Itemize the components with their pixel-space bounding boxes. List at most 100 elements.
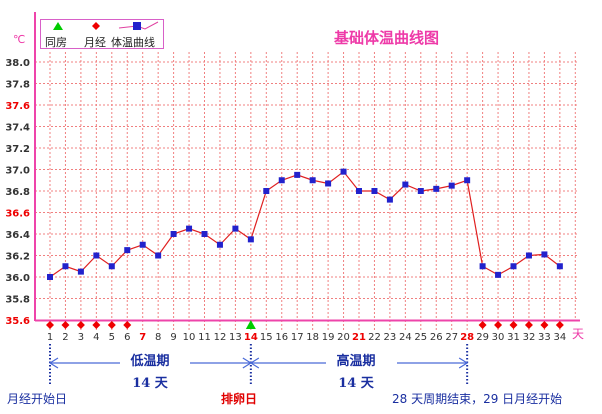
- temperature-point: [170, 231, 177, 237]
- temperature-point: [77, 268, 84, 275]
- x-tick-label: 27: [445, 332, 458, 343]
- red-diamond-icon: [107, 321, 116, 329]
- legend-temperature-curve: 体温曲线: [111, 36, 155, 49]
- low-phase-days: 14 天: [132, 376, 168, 391]
- arrowhead-right-icon: [458, 357, 469, 369]
- x-tick-label: 15: [260, 332, 273, 343]
- temperature-point: [247, 236, 254, 243]
- high-phase-label: 高温期: [336, 354, 376, 369]
- red-diamond-icon: [92, 321, 101, 329]
- red-diamond-icon: [524, 321, 533, 329]
- chart-title: 基础体温曲线图: [334, 29, 440, 47]
- legend-menstruation: 月经: [84, 36, 106, 49]
- y-tick-label: 36.0: [5, 273, 30, 284]
- temperature-line: [47, 168, 563, 280]
- temperature-point: [510, 263, 517, 270]
- temperature-point: [278, 177, 285, 184]
- y-tick-label: 36.4: [5, 230, 30, 241]
- temperature-point: [263, 188, 270, 194]
- cycle-end-note: 28 天周期结束，29 日月经开始: [392, 392, 563, 406]
- x-tick-label: 29: [476, 332, 489, 343]
- arrowhead-left-icon: [249, 357, 260, 369]
- temperature-point: [433, 185, 440, 192]
- x-tick-label: 7: [139, 332, 146, 343]
- x-tick-label: 8: [155, 332, 161, 343]
- y-tick-label: 37.0: [5, 166, 30, 177]
- red-diamond-icon: [123, 321, 132, 329]
- x-tick-label: 28: [460, 332, 474, 343]
- red-diamond-icon: [46, 321, 54, 329]
- x-tick-label: 11: [198, 332, 211, 343]
- temperature-point: [232, 225, 239, 232]
- y-tick-label: 37.2: [5, 144, 30, 155]
- temperature-point: [356, 188, 362, 194]
- x-tick-label: 5: [109, 332, 115, 343]
- temperature-point: [386, 196, 393, 203]
- temperature-point: [525, 252, 532, 259]
- temperature-point: [371, 188, 378, 194]
- x-tick-label: 4: [93, 332, 99, 343]
- y-tick-label: 36.8: [5, 187, 30, 198]
- x-axis-ticks: 1 2 3 4 5 6 7 8 9 10 11 12 13 14 15 16 17 18 19 20 21 22 23 24 2…: [47, 332, 566, 343]
- x-tick-label: 6: [124, 332, 130, 343]
- red-diamond-icon: [494, 321, 503, 329]
- temperature-point: [479, 263, 486, 270]
- x-tick-label: 2: [62, 332, 68, 343]
- green-triangle-icon: [53, 22, 63, 30]
- temperature-point: [541, 251, 548, 258]
- low-phase-label: 低温期: [130, 354, 170, 369]
- x-tick-label: 17: [291, 332, 304, 343]
- y-tick-label: 37.4: [5, 123, 30, 134]
- temperature-point: [325, 180, 332, 187]
- temperature-point: [556, 263, 563, 270]
- x-tick-label: 33: [538, 332, 551, 343]
- red-diamond-icon: [76, 321, 85, 329]
- x-tick-label: 3: [78, 332, 84, 343]
- temperature-point: [108, 263, 115, 270]
- x-tick-label: 10: [183, 332, 196, 343]
- temperature-point: [464, 177, 471, 184]
- temperature-point: [448, 182, 455, 189]
- legend-icons: [53, 21, 159, 30]
- x-tick-label: 12: [214, 332, 227, 343]
- green-triangle-icon: [245, 320, 256, 329]
- period-start-note: 月经开始日: [7, 392, 68, 406]
- x-tick-label: 24: [399, 332, 412, 343]
- temperature-point: [186, 225, 193, 232]
- x-tick-label: 9: [170, 332, 176, 343]
- arrowhead-left-icon: [48, 357, 59, 369]
- temperature-point: [402, 181, 409, 188]
- temperature-point: [139, 241, 146, 248]
- x-tick-label: 16: [275, 332, 288, 343]
- day-unit: 天: [572, 327, 585, 341]
- x-tick-label: 19: [322, 332, 335, 343]
- high-phase-days: 14 天: [338, 376, 374, 391]
- x-tick-label: 14: [244, 332, 258, 343]
- x-tick-label: 21: [352, 332, 366, 343]
- y-tick-label: 38.0: [5, 58, 30, 69]
- temperature-point: [216, 241, 223, 248]
- y-tick-label: 35.6: [5, 316, 30, 327]
- temperature-point: [62, 263, 69, 270]
- x-tick-label: 1: [47, 332, 53, 343]
- temperature-point: [294, 171, 301, 178]
- x-tick-label: 22: [368, 332, 381, 343]
- legend-intercourse: 同房: [45, 36, 67, 49]
- legend: 同房 月经 体温曲线: [40, 19, 164, 49]
- y-tick-label: 37.8: [5, 80, 30, 91]
- red-diamond-icon: [92, 22, 100, 30]
- y-tick-label: 37.6: [5, 101, 30, 112]
- event-markers: [46, 320, 564, 329]
- temperature-point: [93, 252, 100, 259]
- x-tick-label: 25: [414, 332, 427, 343]
- phase-annotations: [48, 344, 469, 384]
- y-axis-ticks: 38.0 37.8 37.6 37.4 37.2 37.0 36.8 36.6 36.4 36.2…: [5, 58, 30, 327]
- temperature-point: [309, 177, 316, 184]
- red-diamond-icon: [61, 321, 70, 329]
- temperature-point: [47, 274, 53, 280]
- red-diamond-icon: [478, 321, 487, 329]
- blue-square-icon: [133, 22, 141, 30]
- y-tick-label: 35.8: [5, 295, 30, 306]
- temperature-point: [124, 247, 131, 254]
- x-tick-label: 20: [337, 332, 350, 343]
